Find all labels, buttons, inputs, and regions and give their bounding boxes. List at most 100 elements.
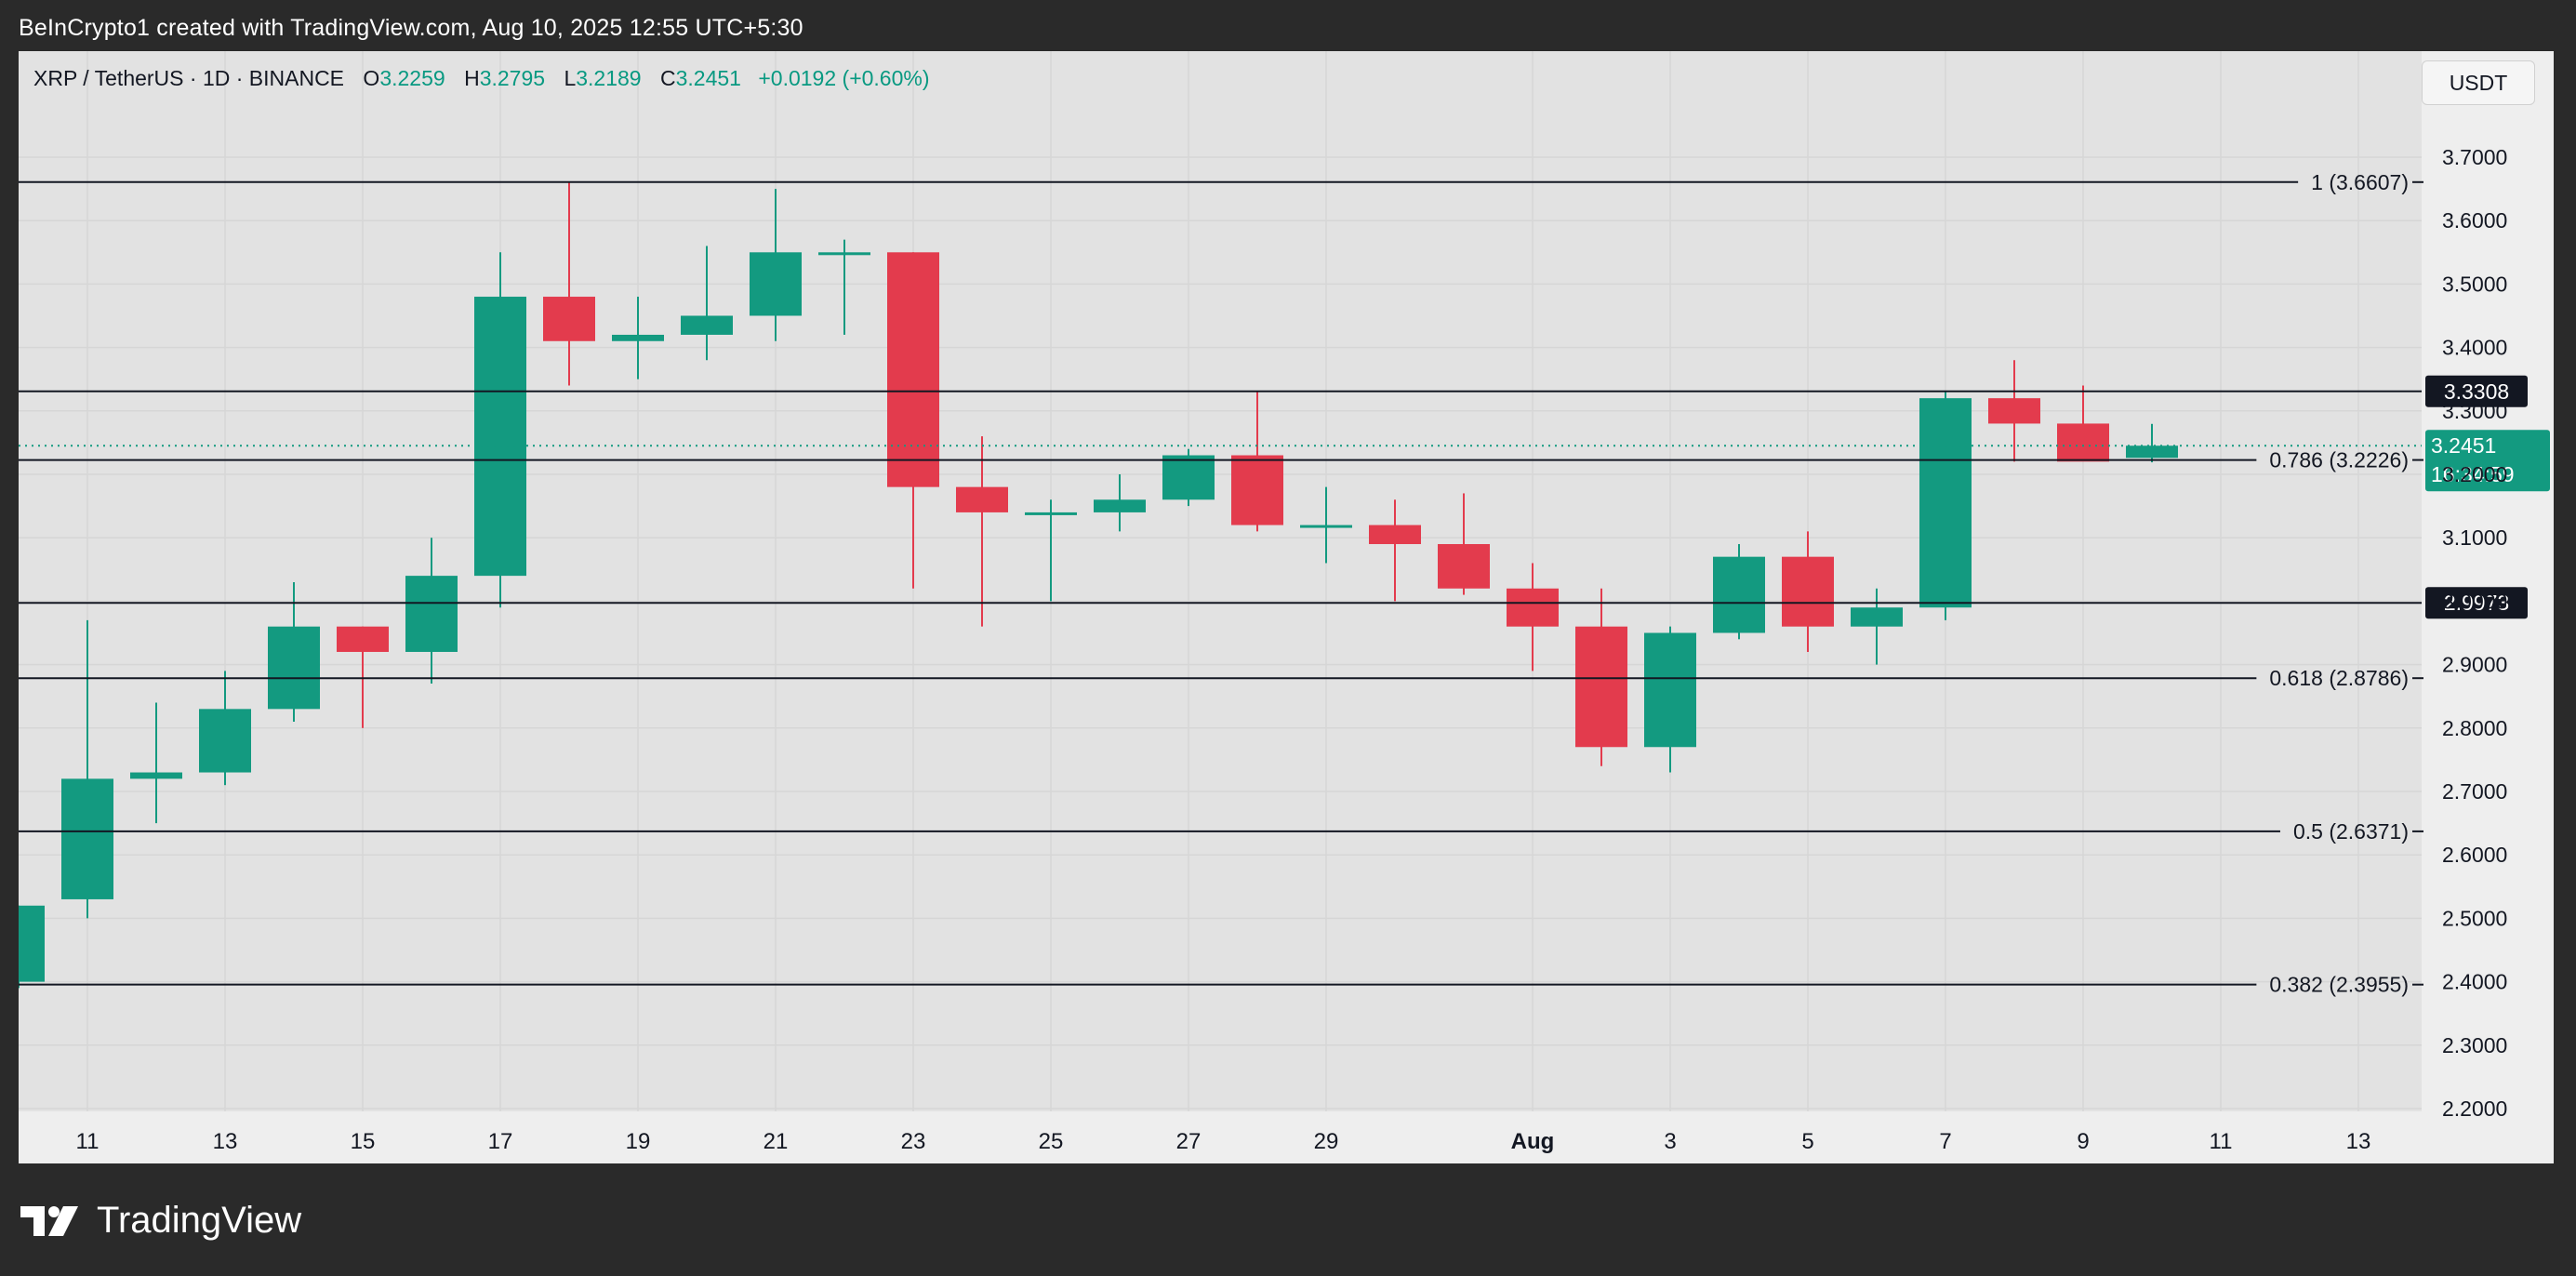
tradingview-icon bbox=[20, 1205, 78, 1236]
candle-body bbox=[1575, 626, 1627, 748]
fib-level-label: 0.5 (2.6371) bbox=[2293, 819, 2409, 844]
candle-body bbox=[1782, 556, 1834, 627]
open-value: 3.2259 bbox=[379, 66, 445, 90]
low-label: L bbox=[564, 66, 577, 90]
date-tick-label: Aug bbox=[1511, 1129, 1555, 1154]
price-tick-label: 3.4000 bbox=[2442, 336, 2507, 360]
candle-body bbox=[1025, 512, 1077, 515]
symbol-legend: XRP / TetherUS · 1D · BINANCE O3.2259 H3… bbox=[33, 66, 930, 91]
close-value: 3.2451 bbox=[675, 66, 741, 90]
candle-body bbox=[1644, 632, 1696, 748]
date-tick-label: 13 bbox=[213, 1129, 238, 1154]
candlestick-chart[interactable]: 1 (3.6607) 0.786 (3.2226) 0.618 (2.8786) 0.… bbox=[19, 51, 2554, 1163]
date-tick-label: 27 bbox=[1176, 1129, 1202, 1154]
price-tick-label: 3.3000 bbox=[2442, 399, 2507, 423]
date-tick-label: 13 bbox=[2346, 1129, 2371, 1154]
date-tick-label: 15 bbox=[351, 1129, 376, 1154]
date-tick-label: 19 bbox=[626, 1129, 651, 1154]
price-tag bbox=[2425, 587, 2528, 619]
fib-level-label: 0.382 (2.3955) bbox=[2269, 973, 2409, 997]
candle-body bbox=[612, 334, 664, 341]
price-tick-label: 2.8000 bbox=[2442, 716, 2507, 740]
candle-body bbox=[199, 709, 251, 773]
last-price-tag bbox=[2425, 430, 2550, 492]
candle-body bbox=[1300, 525, 1352, 528]
candle-body bbox=[1231, 455, 1283, 525]
low-value: 3.2189 bbox=[576, 66, 642, 90]
candle-body bbox=[1919, 398, 1972, 608]
price-tick-label: 3.1000 bbox=[2442, 525, 2507, 550]
date-tick-label: 3 bbox=[1664, 1129, 1676, 1154]
date-tick-label: 25 bbox=[1039, 1129, 1064, 1154]
candle-body bbox=[1988, 398, 2040, 424]
candle-body bbox=[474, 297, 526, 577]
candle-body bbox=[1162, 455, 1215, 500]
date-tick-label: 11 bbox=[2210, 1129, 2233, 1154]
candle-body bbox=[1438, 544, 1490, 589]
date-tick-label: 7 bbox=[1939, 1129, 1951, 1154]
candle-body bbox=[1713, 556, 1765, 633]
plot-area bbox=[19, 51, 2422, 1111]
date-tick-label: 11 bbox=[76, 1129, 100, 1154]
tradingview-logo[interactable]: TradingView bbox=[20, 1200, 301, 1242]
price-tick-label: 3.5000 bbox=[2442, 272, 2507, 296]
fib-level-label: 0.786 (3.2226) bbox=[2269, 448, 2409, 472]
price-tick-label: 2.7000 bbox=[2442, 779, 2507, 804]
candle-body bbox=[2057, 423, 2109, 462]
price-tag bbox=[2425, 375, 2528, 407]
candle-body bbox=[337, 626, 389, 652]
candle-body bbox=[268, 626, 320, 710]
brand-name: TradingView bbox=[97, 1200, 302, 1241]
price-tick-label: 2.6000 bbox=[2442, 843, 2507, 867]
price-tick-label: 2.4000 bbox=[2442, 970, 2507, 994]
price-tag-label: 3.3308 bbox=[2444, 379, 2509, 404]
candle-body bbox=[543, 297, 595, 341]
date-tick-label: 17 bbox=[488, 1129, 513, 1154]
candle-body bbox=[1851, 607, 1903, 627]
price-tick-label: 3.2000 bbox=[2442, 462, 2507, 486]
candle-body bbox=[1369, 525, 1421, 545]
countdown-label: 16:34:59 bbox=[2431, 462, 2515, 486]
open-label: O bbox=[363, 66, 380, 90]
gridlines bbox=[19, 51, 2422, 1111]
close-label: C bbox=[659, 66, 676, 90]
change-value: +0.0192 (+0.60%) bbox=[758, 66, 930, 90]
date-tick-label: 21 bbox=[764, 1129, 789, 1154]
candle-body bbox=[2126, 445, 2178, 459]
candle-body bbox=[887, 252, 939, 487]
price-tick-label: 3.6000 bbox=[2442, 208, 2507, 233]
candle-body bbox=[61, 778, 113, 899]
price-tick-label: 2.2000 bbox=[2442, 1097, 2507, 1121]
fib-level-label: 0.618 (2.8786) bbox=[2269, 666, 2409, 690]
price-tag-label: 2.9973 bbox=[2444, 591, 2509, 615]
price-tick-label: 2.5000 bbox=[2442, 906, 2507, 930]
candles-layer bbox=[19, 182, 2178, 989]
attribution-text: BeInCrypto1 created with TradingView.com… bbox=[19, 15, 803, 41]
last-price-label: 3.2451 bbox=[2431, 433, 2496, 458]
candle-body bbox=[681, 315, 733, 335]
date-tick-label: 23 bbox=[901, 1129, 926, 1154]
candle-body bbox=[130, 772, 182, 779]
currency-selector[interactable]: USDT bbox=[2422, 60, 2535, 105]
levels-layer: 1 (3.6607) 0.786 (3.2226) 0.618 (2.8786) 0.… bbox=[19, 170, 2550, 997]
high-label: H bbox=[464, 66, 480, 90]
time-axis[interactable]: 11 13 15 17 19 21 23 25 27 29 Aug 3 5 7 9 11 13 bbox=[76, 1129, 2371, 1154]
price-tick-label: 3.0000 bbox=[2442, 589, 2507, 613]
chart-panel[interactable]: 1 (3.6607) 0.786 (3.2226) 0.618 (2.8786) 0.… bbox=[19, 51, 2554, 1163]
price-tick-label: 2.3000 bbox=[2442, 1033, 2507, 1057]
candle-body bbox=[405, 576, 458, 652]
candle-body bbox=[956, 486, 1008, 512]
high-value: 3.2795 bbox=[479, 66, 546, 90]
candle-body bbox=[1094, 499, 1146, 512]
candle-body bbox=[818, 252, 870, 256]
price-axis[interactable]: 3.7000 3.6000 3.5000 3.4000 3.3000 3.2000 3.10… bbox=[2442, 145, 2507, 1121]
fib-level-label: 1 (3.6607) bbox=[2311, 170, 2409, 194]
price-tick-label: 2.9000 bbox=[2442, 653, 2507, 677]
symbol-name: XRP / TetherUS · 1D · BINANCE bbox=[33, 66, 345, 90]
date-tick-label: 29 bbox=[1314, 1129, 1339, 1154]
price-tick-label: 3.7000 bbox=[2442, 145, 2507, 169]
candle-body bbox=[19, 905, 45, 982]
candle-body bbox=[1507, 588, 1559, 627]
date-tick-label: 5 bbox=[1801, 1129, 1813, 1154]
candle-body bbox=[750, 252, 802, 316]
